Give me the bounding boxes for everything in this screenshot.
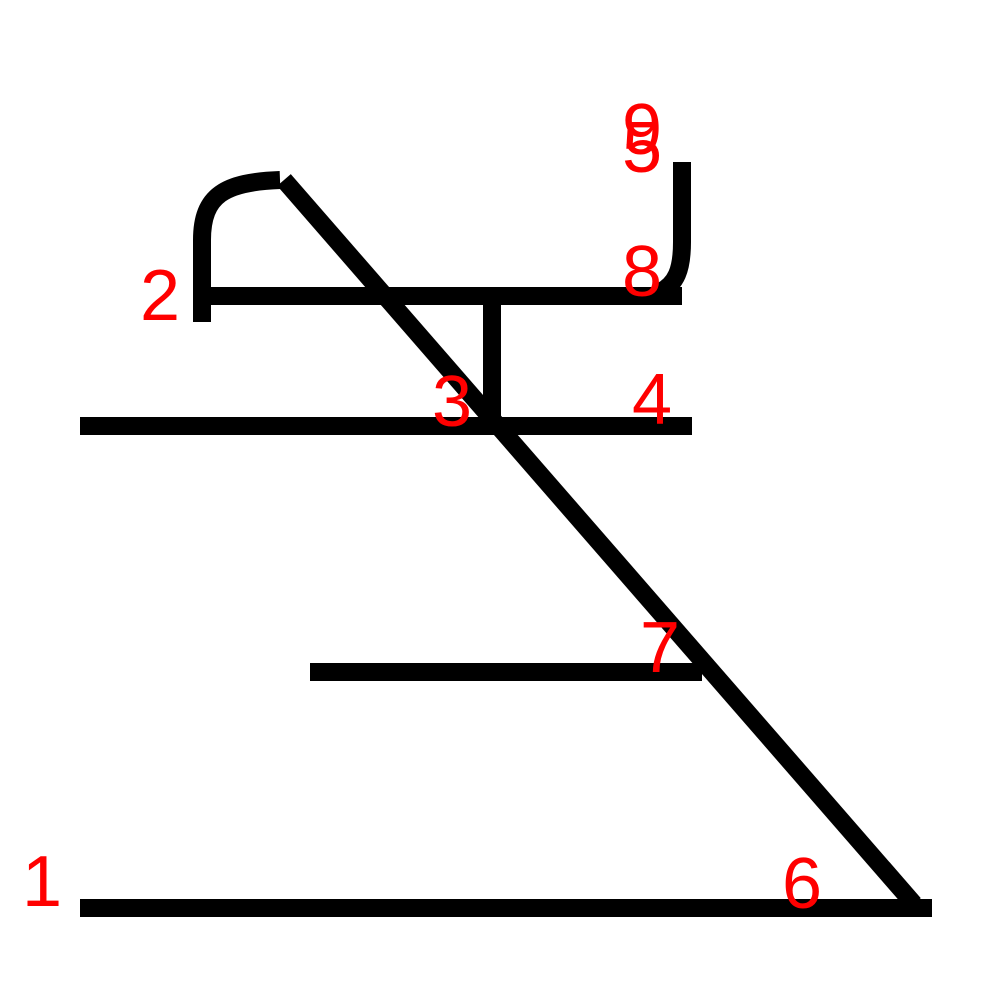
stroke-8-9-right-hook: [655, 162, 691, 301]
stroke-number-label-9: 9: [622, 90, 662, 170]
stroke-number-label-6: 6: [782, 844, 822, 924]
stroke-6-diagonal: [277, 174, 921, 910]
stroke-number-label-2: 2: [140, 256, 180, 336]
stroke-number-label-1: 1: [22, 842, 62, 922]
stroke-2-hook: [193, 171, 281, 322]
stroke-number-label-8: 8: [622, 232, 662, 312]
stroke-number-label-3: 3: [432, 362, 472, 442]
stroke-number-label-5: 5: [622, 108, 662, 188]
stroke-number-label-4: 4: [632, 360, 672, 440]
stroke-number-label-7: 7: [640, 608, 680, 688]
